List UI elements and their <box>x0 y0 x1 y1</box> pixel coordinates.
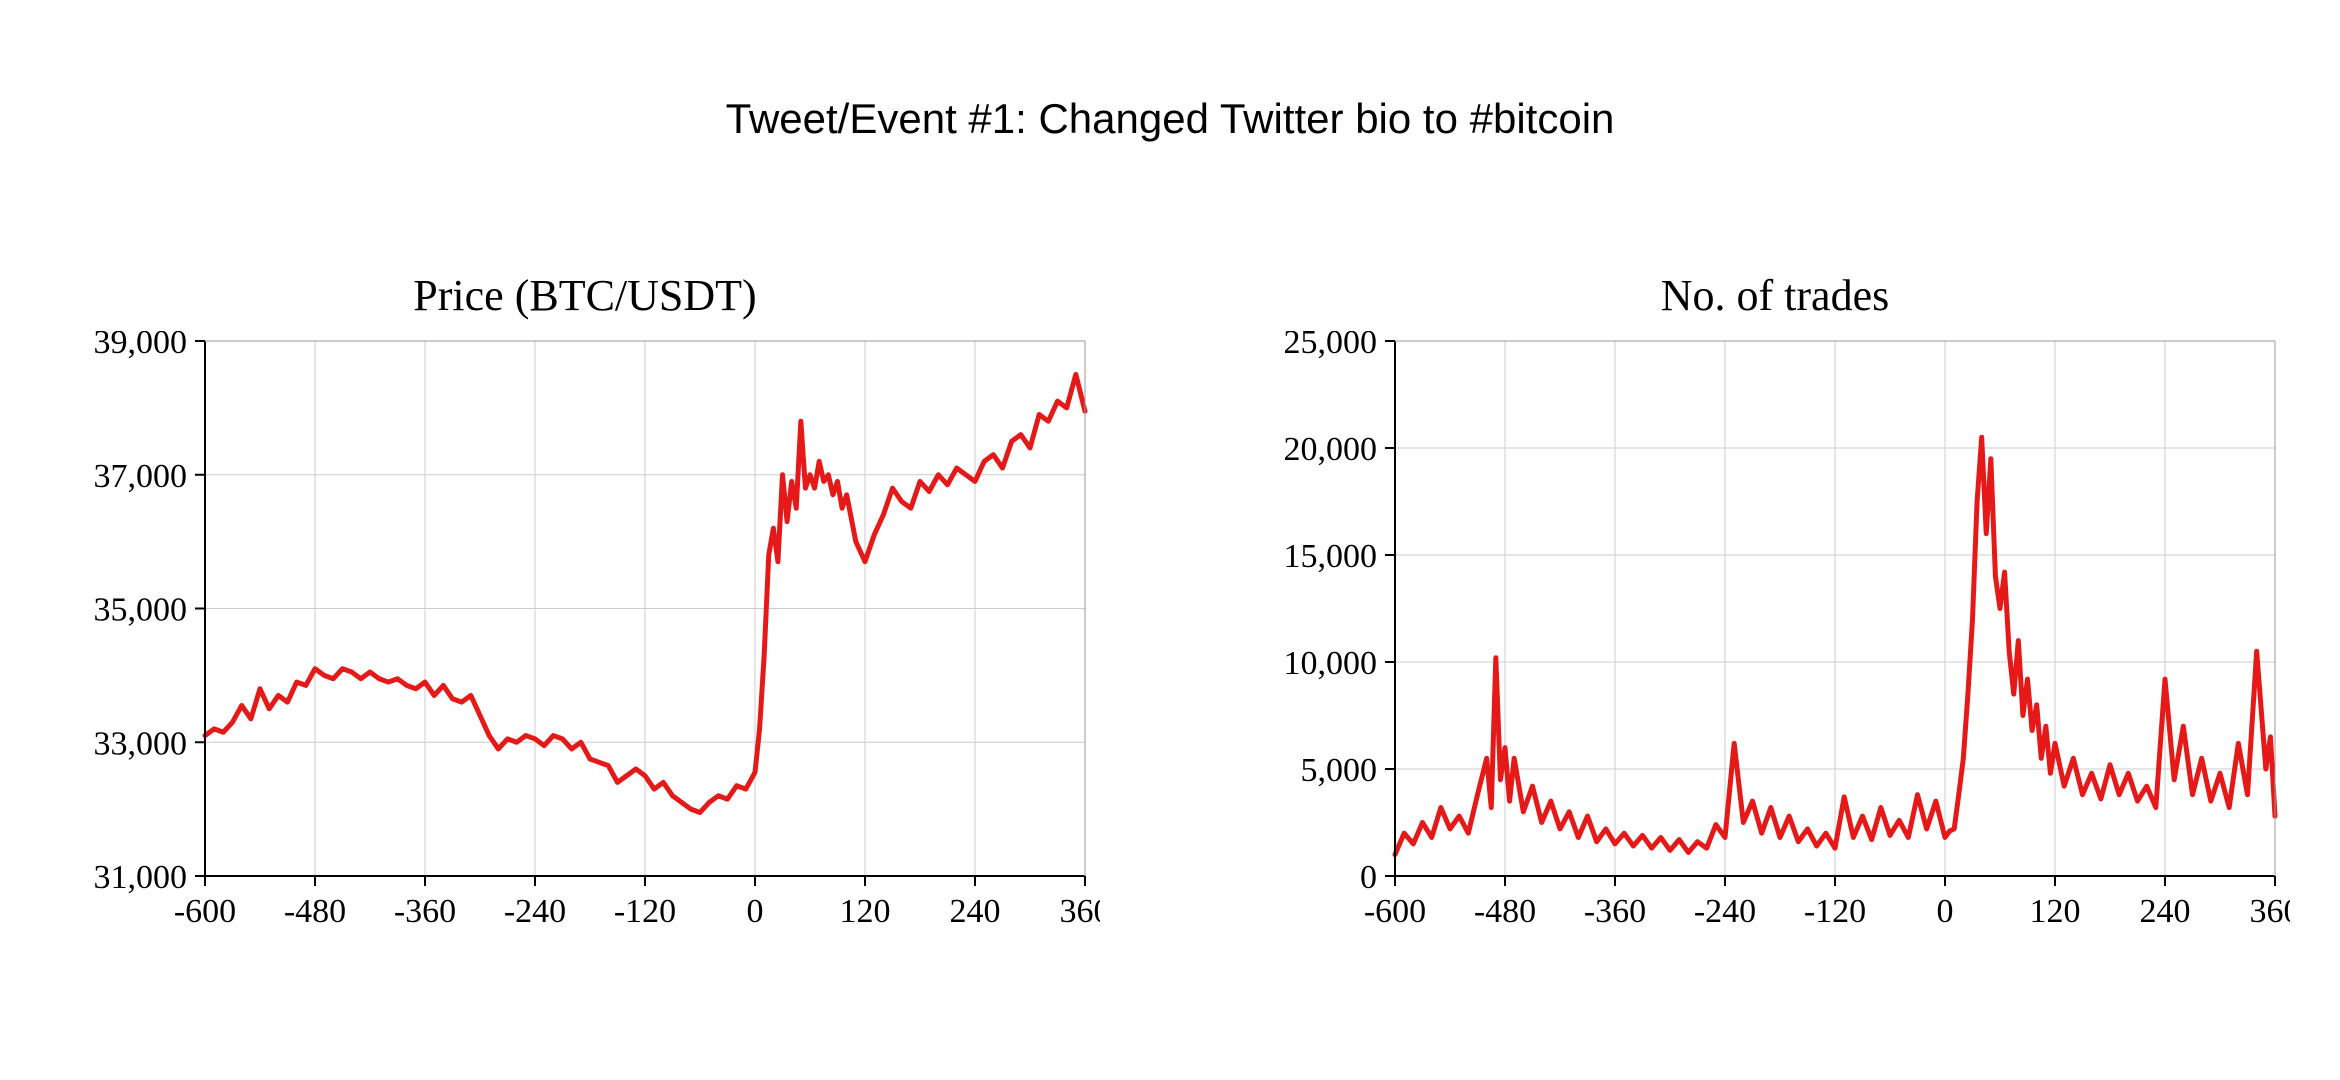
svg-text:240: 240 <box>2140 893 2191 930</box>
svg-text:-120: -120 <box>614 893 676 930</box>
price-chart-svg: 31,000 33,000 35,000 37,000 39,000 -600 -480 -3… <box>70 331 1100 941</box>
trades-chart-title: No. of trades <box>1260 270 2290 321</box>
svg-text:-360: -360 <box>394 893 456 930</box>
svg-text:35,000: 35,000 <box>94 592 188 629</box>
svg-text:-480: -480 <box>1474 893 1536 930</box>
svg-text:15,000: 15,000 <box>1284 538 1378 575</box>
svg-text:20,000: 20,000 <box>1284 431 1378 468</box>
svg-text:-240: -240 <box>504 893 566 930</box>
svg-text:0: 0 <box>747 893 764 930</box>
svg-text:-600: -600 <box>174 893 236 930</box>
svg-text:25,000: 25,000 <box>1284 331 1378 361</box>
svg-text:33,000: 33,000 <box>94 725 188 762</box>
svg-text:-600: -600 <box>1364 893 1426 930</box>
svg-text:120: 120 <box>2030 893 2081 930</box>
svg-text:120: 120 <box>840 893 891 930</box>
svg-text:-360: -360 <box>1584 893 1646 930</box>
svg-text:31,000: 31,000 <box>94 859 188 896</box>
svg-text:-240: -240 <box>1694 893 1756 930</box>
svg-text:10,000: 10,000 <box>1284 645 1378 682</box>
svg-text:0: 0 <box>1937 893 1954 930</box>
trades-chart-svg: 0 5,000 10,000 15,000 20,000 25,000 -600 -480 -3… <box>1260 331 2290 941</box>
svg-text:-480: -480 <box>284 893 346 930</box>
svg-text:0: 0 <box>1360 859 1377 896</box>
price-chart-title: Price (BTC/USDT) <box>70 270 1100 321</box>
svg-text:5,000: 5,000 <box>1301 752 1378 789</box>
svg-text:240: 240 <box>950 893 1001 930</box>
svg-text:39,000: 39,000 <box>94 331 188 361</box>
main-title: Tweet/Event #1: Changed Twitter bio to #… <box>0 95 2340 143</box>
svg-text:-120: -120 <box>1804 893 1866 930</box>
svg-text:360: 360 <box>2250 893 2291 930</box>
svg-text:360: 360 <box>1060 893 1101 930</box>
trades-chart-panel: No. of trades 0 5,000 10,000 15,000 20,000 25… <box>1260 270 2290 941</box>
svg-text:37,000: 37,000 <box>94 458 188 495</box>
price-chart-panel: Price (BTC/USDT) 31,000 33,000 35,000 37,00… <box>70 270 1100 941</box>
